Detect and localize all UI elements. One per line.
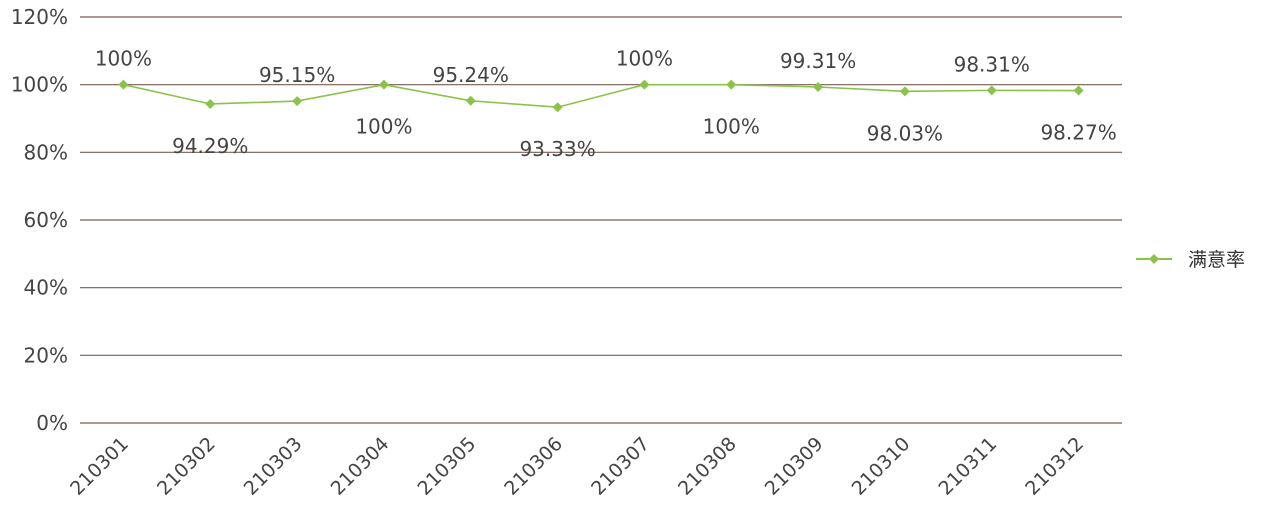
x-tick-label: 210310 [848, 433, 915, 500]
x-tick-label: 210302 [153, 433, 220, 500]
y-tick-label: 0% [36, 411, 68, 435]
data-point [986, 85, 997, 96]
data-label: 98.27% [1040, 121, 1116, 145]
series-line [123, 83, 1079, 109]
y-tick-label: 100% [11, 73, 68, 97]
data-label: 100% [616, 47, 673, 71]
x-tick-label: 210312 [1021, 433, 1088, 500]
x-tick-label: 210305 [413, 433, 480, 500]
grid-lines [80, 16, 1122, 424]
data-label: 100% [95, 47, 152, 71]
data-point [899, 86, 910, 97]
data-point [465, 95, 476, 106]
legend: 满意率 [1136, 249, 1245, 271]
x-tick-label: 210304 [327, 433, 394, 500]
x-tick-label: 210306 [500, 433, 567, 500]
data-point [118, 79, 129, 90]
y-axis-ticks: 0% 20% 40% 60% 80% 100% 120% [11, 5, 68, 435]
data-label: 94.29% [172, 134, 248, 158]
data-labels: 100% 94.29% 95.15% 100% 95.24% 93.33% 100% 100%… [95, 47, 1117, 162]
x-tick-label: 210308 [674, 433, 741, 500]
data-point [726, 79, 737, 90]
x-tick-label: 210307 [587, 433, 654, 500]
data-label: 99.31% [780, 49, 856, 73]
legend-label: 满意率 [1188, 249, 1245, 271]
data-point [1073, 85, 1084, 96]
data-label: 93.33% [519, 137, 595, 161]
data-label: 98.31% [954, 52, 1030, 76]
data-point [552, 102, 563, 113]
y-tick-label: 20% [24, 343, 68, 367]
data-point [813, 82, 824, 93]
data-label: 95.15% [259, 63, 335, 87]
data-point [639, 79, 650, 90]
y-tick-label: 120% [11, 5, 68, 29]
x-tick-label: 210309 [761, 433, 828, 500]
x-tick-label: 210311 [934, 433, 1001, 500]
legend-marker-icon [1149, 254, 1159, 264]
x-tick-label: 210301 [66, 433, 133, 500]
data-point [205, 98, 216, 109]
data-label: 100% [703, 115, 760, 139]
y-tick-label: 60% [24, 208, 68, 232]
data-point [378, 79, 389, 90]
data-label: 98.03% [867, 121, 943, 145]
data-label: 95.24% [433, 63, 509, 87]
data-point [292, 96, 303, 107]
x-tick-label: 210303 [240, 433, 307, 500]
y-tick-label: 80% [24, 140, 68, 164]
x-axis-ticks: 210301 210302 210303 210304 210305 210306 2103… [66, 433, 1088, 500]
y-tick-label: 40% [24, 276, 68, 300]
data-label: 100% [355, 115, 412, 139]
series-group [118, 79, 1084, 113]
